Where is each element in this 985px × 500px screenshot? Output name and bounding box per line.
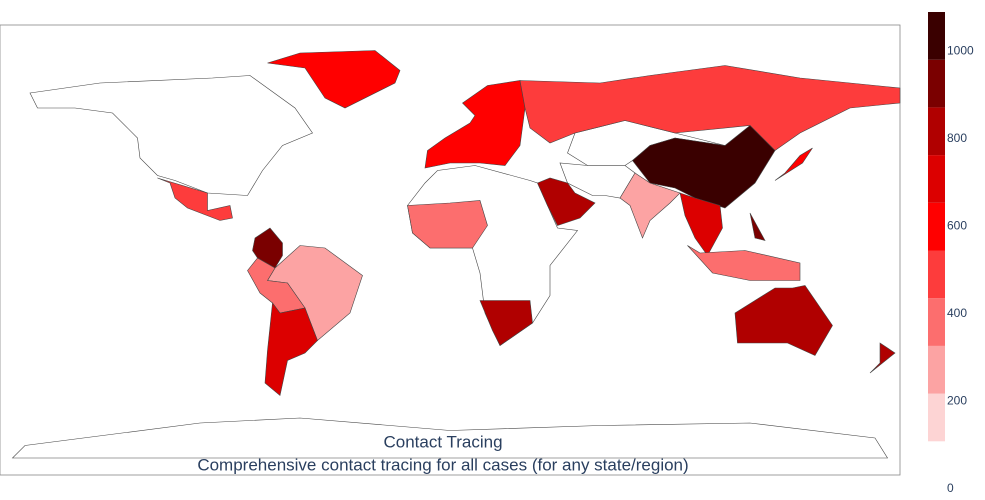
- country: [687, 245, 801, 281]
- colorbar-band: [928, 298, 945, 346]
- colorbar-tick-label: 800: [947, 131, 967, 145]
- country: [479, 300, 533, 346]
- colorbar-band: [928, 250, 945, 299]
- chart-title: Contact Tracing: [383, 432, 502, 451]
- country: [424, 80, 526, 169]
- colorbar: 0 200 400 600 800 1000: [928, 12, 974, 495]
- colorbar-tick-label: 1000: [947, 44, 974, 58]
- colorbar-band: [928, 12, 945, 60]
- country: [247, 257, 306, 314]
- country: [264, 302, 318, 397]
- country: [267, 50, 401, 109]
- country: [679, 192, 723, 257]
- country: [252, 227, 283, 269]
- country: [519, 65, 901, 151]
- country: [537, 177, 596, 226]
- country: [619, 172, 681, 239]
- colorbar-tick-label: 400: [947, 306, 967, 320]
- colorbar-tick-label: 200: [947, 394, 967, 408]
- country: [749, 212, 766, 241]
- colorbar-band: [928, 59, 945, 108]
- colorbar-band: [928, 393, 945, 442]
- country-no-data: [29, 75, 313, 196]
- colorbar-tick-label: 600: [947, 219, 967, 233]
- colorbar-tick-label: 0: [947, 481, 954, 495]
- colorbar-band: [928, 107, 945, 156]
- country: [157, 177, 233, 221]
- country: [869, 342, 896, 374]
- chart-subtitle: Comprehensive contact tracing for all ca…: [197, 455, 688, 474]
- country: [632, 125, 776, 209]
- map: [11, 50, 901, 459]
- colorbar-band: [928, 345, 945, 394]
- country: [774, 147, 813, 181]
- country-no-data: [11, 417, 889, 459]
- colorbar-band: [928, 155, 945, 203]
- country: [407, 200, 488, 249]
- colorbar-band: [928, 202, 945, 251]
- country: [734, 285, 833, 356]
